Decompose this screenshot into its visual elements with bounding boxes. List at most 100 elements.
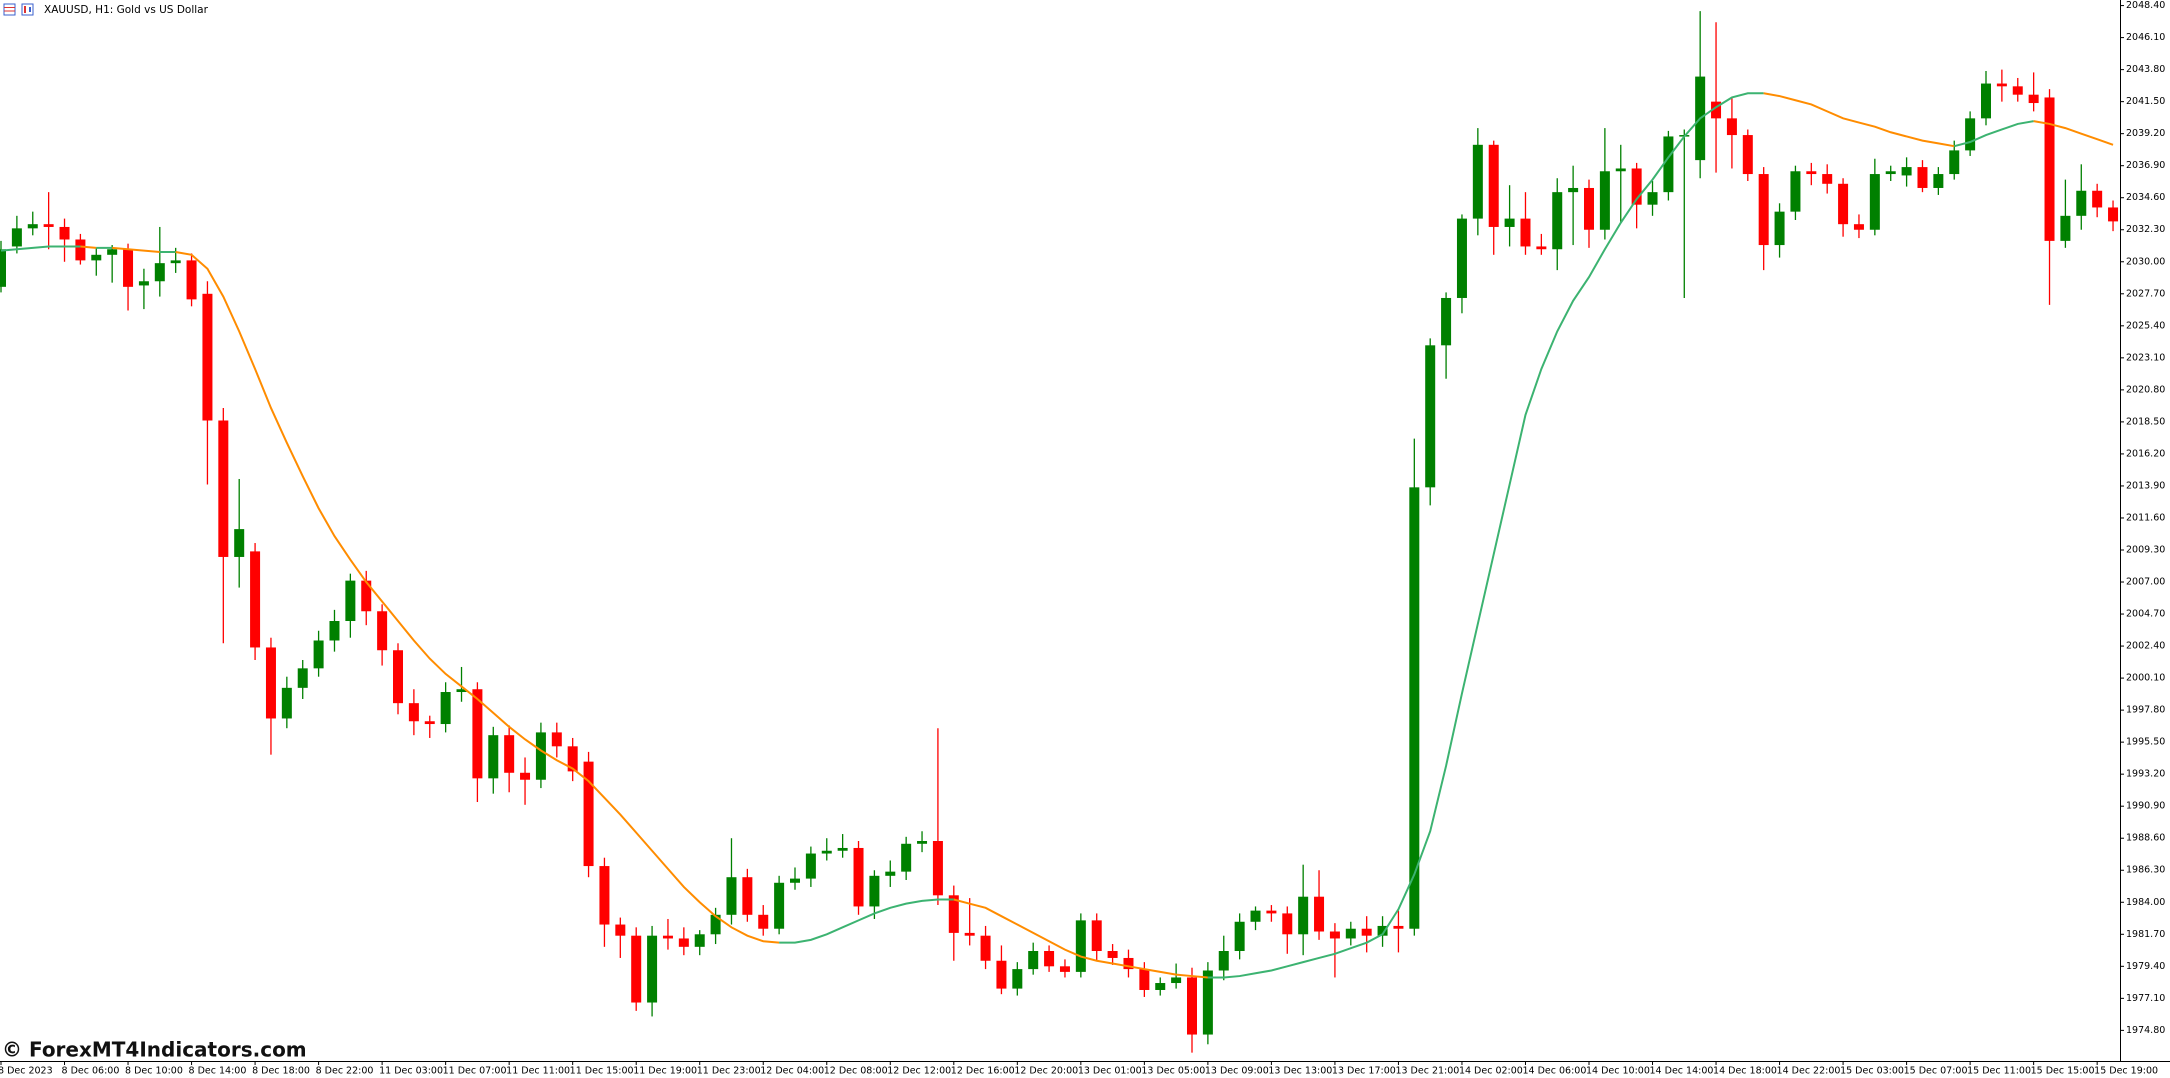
x-tick-label: 15 Dec 07:00 (1904, 1066, 1968, 1077)
y-tick-label: 2023.10 (2126, 352, 2165, 363)
x-tick-label: 14 Dec 14:00 (1650, 1066, 1714, 1077)
y-tick-label: 1979.40 (2126, 961, 2165, 972)
candle-body (948, 895, 959, 933)
x-tick-label: 8 Dec 2023 (0, 1066, 53, 1077)
candle-body (1123, 957, 1134, 970)
x-tick-label: 13 Dec 21:00 (1395, 1066, 1459, 1077)
candle-body (853, 847, 864, 907)
candle-body (1584, 187, 1594, 230)
x-tick-label: 8 Dec 22:00 (316, 1066, 374, 1077)
candle-body (1901, 167, 1912, 176)
candle-body (408, 703, 419, 722)
candle-body (1726, 118, 1737, 136)
y-tick-label: 2011.60 (2126, 512, 2165, 523)
candle-body (599, 866, 610, 925)
candle-body (1774, 211, 1785, 246)
y-tick-label: 2032.30 (2126, 224, 2165, 235)
candle-body (27, 224, 38, 229)
candle-body (1044, 951, 1055, 967)
y-tick-label: 2048.40 (2126, 0, 2165, 11)
candle-body (647, 935, 658, 1003)
candle-body (281, 687, 292, 719)
moving-average (2033, 120, 2114, 146)
y-tick-label: 1977.10 (2126, 993, 2165, 1004)
y-tick-label: 2036.90 (2126, 160, 2165, 171)
candle-body (996, 960, 1007, 989)
candle-body (107, 249, 118, 255)
candle-body (1282, 913, 1293, 935)
candle-body (1536, 246, 1547, 250)
candle-body (1314, 896, 1325, 932)
candle-body (202, 293, 213, 421)
candle-body (1441, 297, 1452, 346)
x-tick-label: 11 Dec 15:00 (570, 1066, 634, 1077)
candle-body (774, 882, 785, 929)
candle-body (1790, 171, 1801, 212)
candle-body (1568, 187, 1579, 193)
x-tick-label: 8 Dec 18:00 (252, 1066, 310, 1077)
candle-body (154, 263, 165, 282)
candle-body (11, 228, 22, 247)
candle-body (186, 260, 197, 300)
candle-body (869, 875, 880, 907)
candle-body (43, 224, 54, 227)
y-tick-label: 2016.20 (2126, 448, 2165, 459)
candle-body (345, 580, 356, 622)
candle-body (1822, 174, 1833, 184)
candle-body (504, 735, 515, 773)
x-tick-label: 14 Dec 02:00 (1459, 1066, 1523, 1077)
x-tick-label: 11 Dec 19:00 (633, 1066, 697, 1077)
candle-body (2012, 86, 2023, 95)
candle-body (1377, 925, 1388, 936)
watermark: © ForexMT4Indicators.com (2, 1038, 307, 1062)
y-tick-label: 2004.70 (2126, 609, 2165, 620)
candle-body (440, 692, 451, 725)
candle-body (75, 239, 86, 261)
candle-body (964, 932, 975, 936)
candle-body (1456, 218, 1467, 298)
x-tick-label: 8 Dec 10:00 (125, 1066, 183, 1077)
candle-body (1981, 83, 1991, 119)
candle-body (885, 871, 896, 876)
y-tick-label: 2030.00 (2126, 256, 2165, 267)
chart-title: XAUUSD, H1: Gold vs US Dollar (44, 4, 209, 16)
candle-body (472, 689, 483, 779)
candle-body (1472, 144, 1483, 219)
candle-body (1266, 910, 1277, 914)
candle-body (726, 877, 737, 915)
candle-body (138, 281, 149, 286)
candle-body (932, 841, 943, 896)
candle-body (1599, 171, 1610, 230)
candle-body (980, 935, 991, 961)
x-tick-label: 8 Dec 14:00 (189, 1066, 247, 1077)
x-tick-label: 12 Dec 20:00 (1014, 1066, 1078, 1077)
x-tick-label: 15 Dec 11:00 (1967, 1066, 2031, 1077)
candle-body (790, 878, 800, 883)
candle-body (1218, 951, 1229, 971)
candle-body (662, 935, 673, 939)
y-tick-label: 1974.80 (2126, 1025, 2165, 1036)
x-tick-label: 15 Dec 19:00 (2094, 1066, 2158, 1077)
candle-body (742, 877, 753, 915)
y-tick-label: 1988.60 (2126, 833, 2165, 844)
candle-body (678, 938, 689, 947)
candle-body (2108, 207, 2119, 222)
moving-average (1953, 120, 2034, 148)
candle-body (1409, 487, 1420, 929)
candle-body (1425, 345, 1436, 488)
moving-average (175, 251, 780, 944)
candle-body (1552, 192, 1563, 250)
candle-body (2076, 190, 2087, 216)
y-tick-label: 2041.50 (2126, 96, 2165, 107)
candle-body (535, 732, 546, 780)
candle-body (170, 260, 181, 264)
candle-body (758, 914, 769, 929)
x-tick-label: 14 Dec 10:00 (1586, 1066, 1650, 1077)
candle-body (1171, 977, 1182, 984)
candle-body (1155, 983, 1166, 990)
x-tick-label: 15 Dec 03:00 (1840, 1066, 1904, 1077)
x-tick-label: 12 Dec 08:00 (824, 1066, 888, 1077)
candle-body (2060, 215, 2071, 241)
candle-body (1139, 969, 1150, 990)
